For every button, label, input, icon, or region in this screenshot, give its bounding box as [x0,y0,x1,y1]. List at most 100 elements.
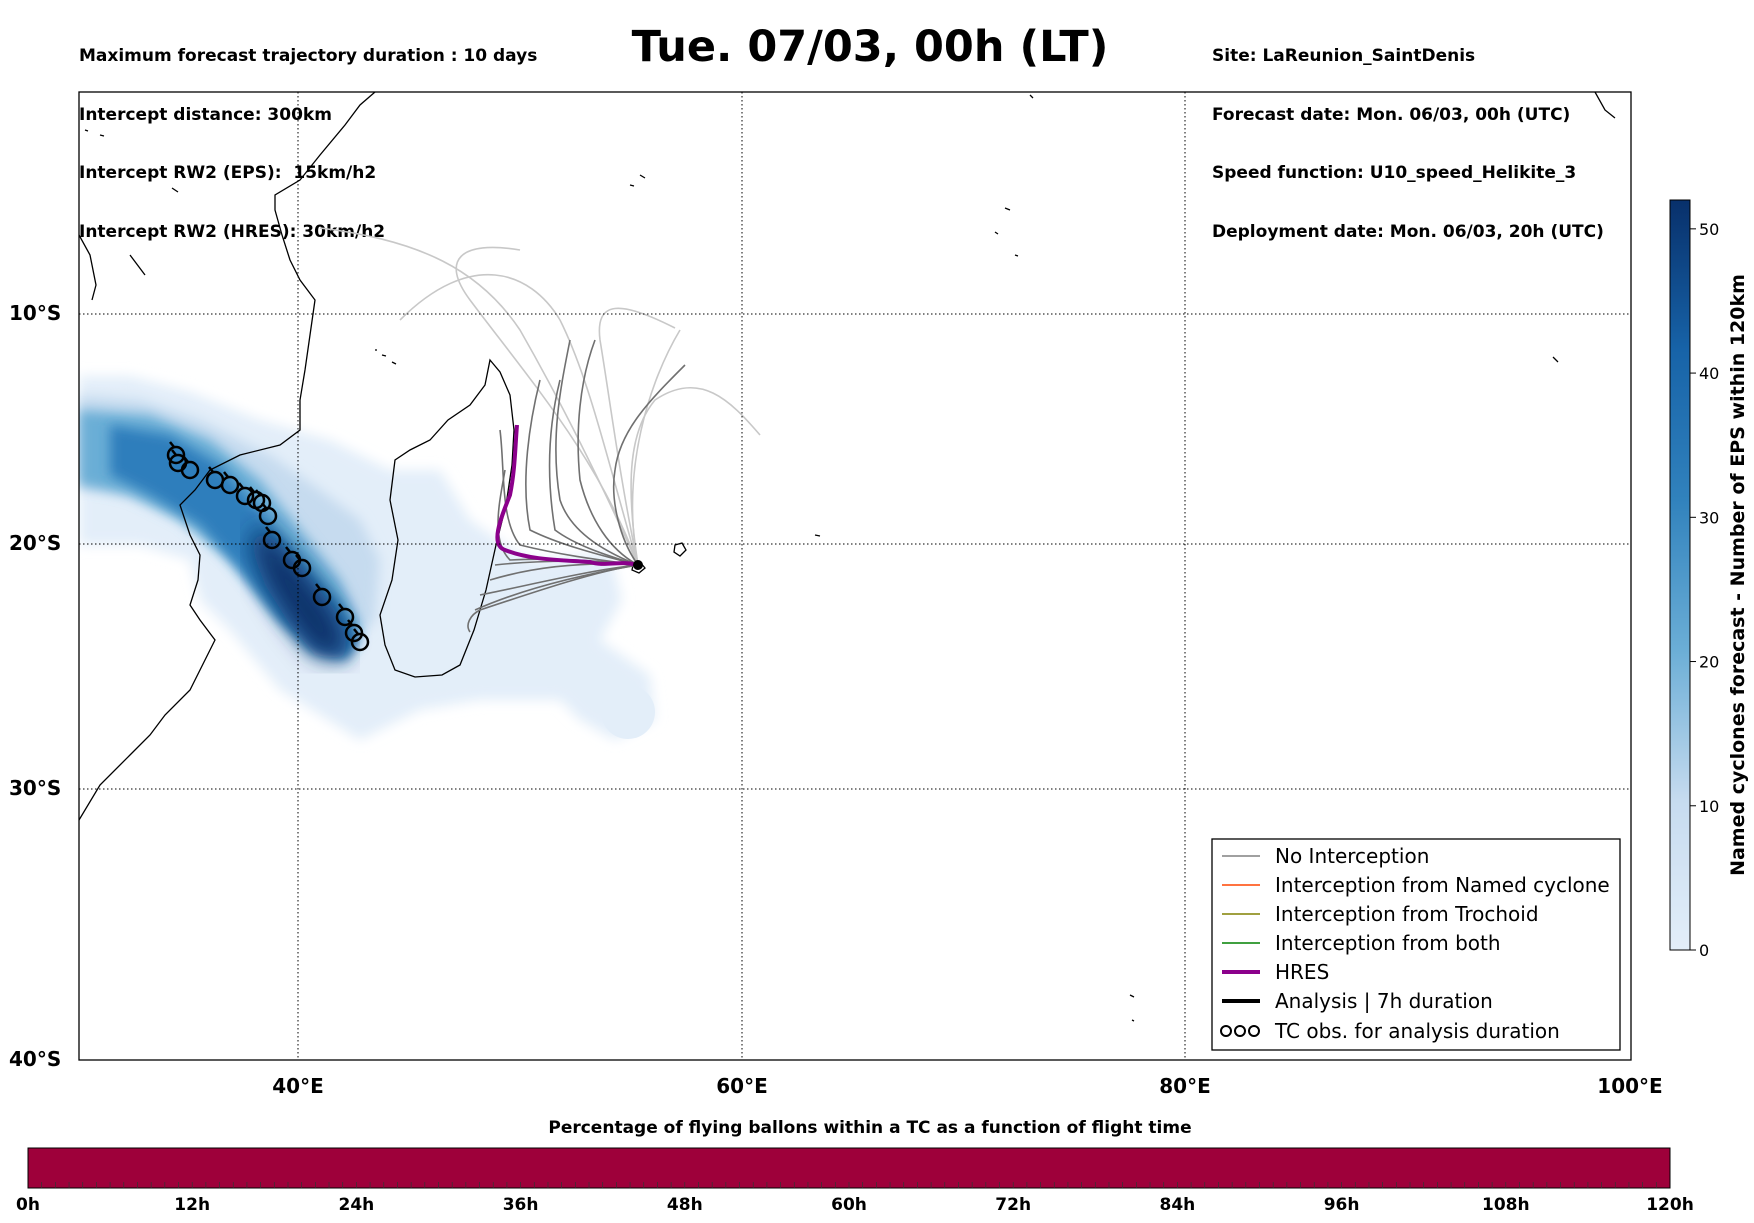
tc-observation-tail [338,603,344,610]
flight-time-tick-label: 108h [1482,1195,1530,1215]
info-line: Site: LaReunion_SaintDenis [1212,46,1476,66]
flight-time-tick-label: 120h [1646,1195,1694,1215]
seychelles [629,174,646,187]
tc-observation-tail [208,466,214,473]
legend-box [1211,838,1621,1051]
madagascar-coast [379,358,515,678]
legend-label: Interception from Trochoid [1275,902,1539,926]
tc-observation-tail [265,526,271,533]
legend-label: No Interception [1275,844,1429,868]
tc-observation-tail [347,619,353,626]
colorbar-tick-label: 50 [1699,220,1719,239]
comoros [375,349,397,365]
legend-label: Analysis | 7h duration [1275,989,1493,1013]
cyclone-density-field [79,376,655,740]
flight-time-tick-label: 72h [995,1195,1032,1215]
west-small [84,129,179,276]
flight-time-minor-ticks [41,1182,1657,1188]
tc-observation-symbol [180,460,200,480]
flight-time-tick-label: 24h [338,1195,375,1215]
lat-label: 10°S [9,301,61,325]
flight-time-tick-label: 60h [831,1195,867,1215]
tc-observation-symbol [258,506,278,526]
info-line: Deployment date: Mon. 06/03, 20h (UTC) [1212,221,1604,242]
tc-observation-tail [255,489,261,496]
info-line: Forecast date: Mon. 06/03, 00h (UTC) [1212,104,1571,125]
legend: No Interception Interception from Named … [1211,838,1621,1051]
legend-label: TC obs. for analysis duration [1274,1019,1560,1043]
tc-observation-symbol [350,632,370,652]
trajectory-dark [577,339,639,566]
info-line: Maximum forecast trajectory duration : 1… [79,46,538,66]
main-title: Tue. 07/03, 00h (LT) [631,22,1109,72]
colorbar-tick-label: 30 [1699,508,1719,527]
legend-label: Interception from both [1275,931,1501,955]
colorbar-tick-label: 20 [1699,653,1719,672]
colorbar-tick-label: 10 [1699,797,1719,816]
map-frame [78,91,1632,1061]
flight-time-fill [27,1147,1671,1189]
longitude-labels: 40°E 60°E 80°E 100°E [272,1074,1662,1098]
graticule [79,92,1631,1060]
density-blob-se [601,685,655,739]
info-line: Intercept RW2 (EPS): 15km/h2 [79,163,377,183]
tc-observation-tail [223,471,229,478]
flight-time-tick-label: 96h [1323,1195,1360,1215]
launch-site-marker [633,560,643,570]
trajectory-dark [612,364,686,566]
info-line: Intercept distance: 300km [79,104,332,125]
lat-label: 20°S [9,531,61,555]
mauritius [673,542,687,557]
density-colorbar: 0 10 20 30 40 50 Named cyclones forecast - Nu… [1669,199,1749,960]
trajectory-dark [525,379,639,566]
legend-label: HRES [1275,960,1329,984]
trajectory-dark [499,429,639,566]
tc-observation-tail [315,583,321,590]
colorbar-tick-label: 0 [1699,941,1709,960]
tc-observation-symbol [312,587,332,607]
header-info-right: Site: LaReunion_SaintDenis Forecast date… [1212,8,1604,262]
chagos [1029,92,1616,119]
hres-trajectory [495,424,639,567]
tc-observation-tail [169,441,175,448]
trajectory-light [598,307,676,566]
density-peak [250,525,350,660]
tc-observation-tail [249,486,255,493]
lat-label: 30°S [9,776,61,800]
africa-coast [79,92,376,821]
trajectory-dark [555,339,639,566]
colorbar-label: Named cyclones forecast - Number of EPS … [1727,274,1749,876]
colorbar-tick-label: 40 [1699,364,1719,383]
latitude-labels: 10°S 20°S 30°S 40°S [9,301,61,1071]
bottom-bar-title: Percentage of flying ballons within a TC… [548,1118,1192,1138]
tc-observation-tail [171,449,177,456]
tc-observation-symbol [235,486,255,506]
info-line: Speed function: U10_speed_Helikite_3 [1212,163,1577,183]
tc-observation-symbol [220,475,240,495]
flight-time-tick-label: 12h [174,1195,211,1215]
tc-observation-tail [261,502,267,509]
legend-label: Interception from Named cyclone [1275,873,1610,897]
flight-time-bar [27,1147,1671,1189]
tc-observation-symbol [292,558,312,578]
coastlines [79,92,1616,1022]
colorbar-ticks: 0 10 20 30 40 50 [1690,220,1719,960]
tc-observation-symbol [166,445,186,465]
tc-observation-symbol [335,607,355,627]
tc-observation-tail [285,546,291,553]
colorbar-fill [1669,199,1691,951]
flight-time-tick-label: 48h [666,1195,703,1215]
tc-observations [166,441,370,652]
lat-label: 40°S [9,1047,61,1071]
trajectory-light [455,246,639,566]
trajectory-light [631,329,681,566]
flight-time-tick-label: 84h [1159,1195,1196,1215]
tc-observation-tail [183,456,189,463]
tc-observation-symbol [262,530,282,550]
flight-time-tick-label: 36h [502,1195,539,1215]
cyclone-symbol-icon [1220,1025,1260,1037]
trajectory-dark [479,564,639,596]
lon-label: 80°E [1159,1074,1211,1098]
lon-label: 100°E [1597,1074,1662,1098]
